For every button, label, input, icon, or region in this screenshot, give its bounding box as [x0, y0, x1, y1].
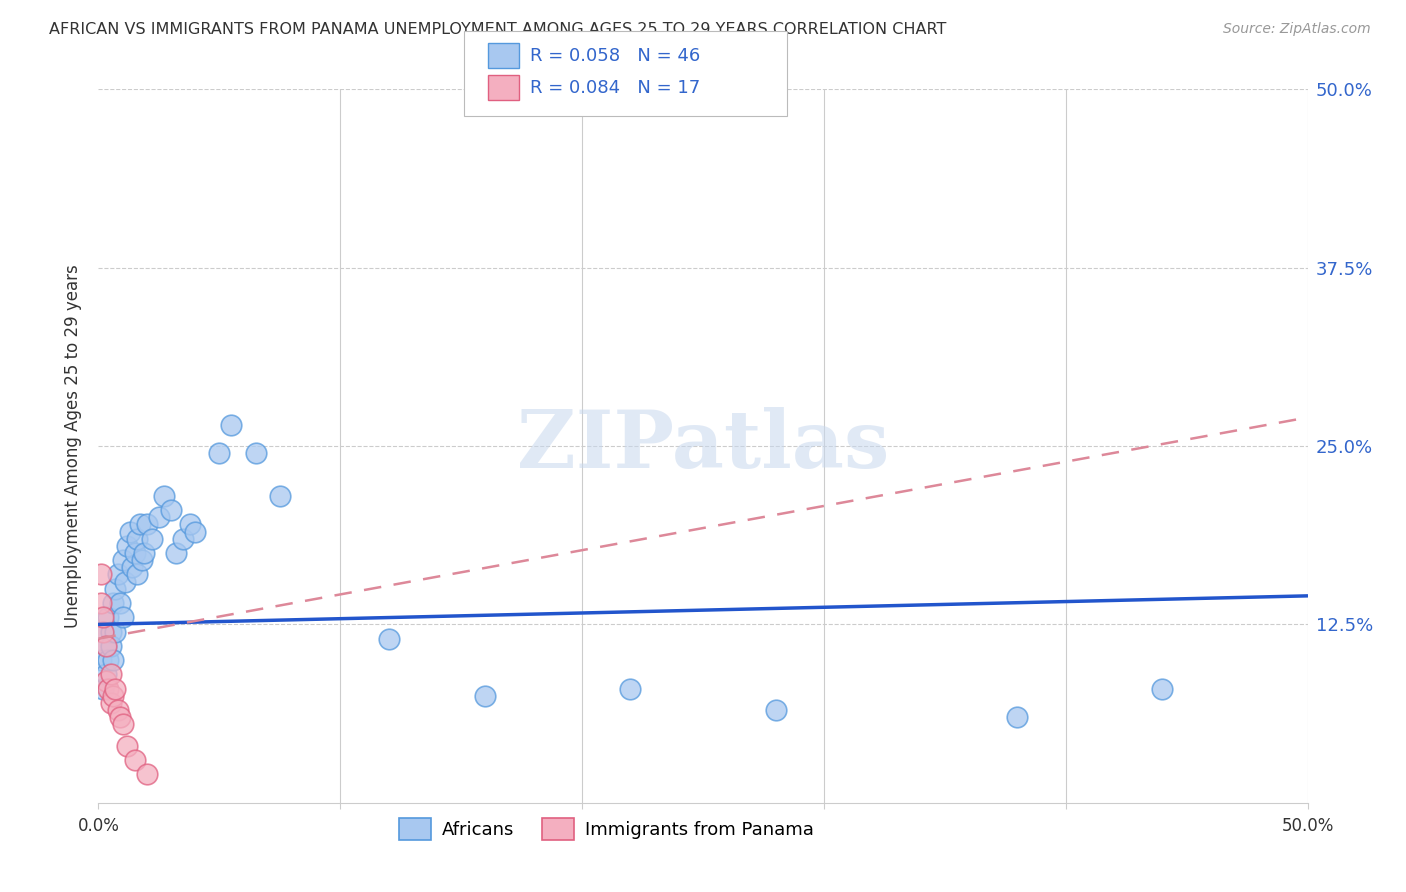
Point [97, 610, 120, 624]
Point [111, 553, 134, 567]
Point [97, 653, 120, 667]
Point [127, 567, 149, 582]
Point [118, 524, 141, 539]
Point [101, 596, 124, 610]
Text: ZIPatlas: ZIPatlas [517, 407, 889, 485]
Point [245, 446, 267, 460]
Point [104, 624, 127, 639]
Y-axis label: Unemployment Among Ages 25 to 29 years: Unemployment Among Ages 25 to 29 years [63, 264, 82, 628]
Point [117, 739, 139, 753]
Point [108, 710, 131, 724]
Point [94, 639, 117, 653]
Point [121, 560, 143, 574]
Text: AFRICAN VS IMMIGRANTS FROM PANAMA UNEMPLOYMENT AMONG AGES 25 TO 29 YEARS CORRELA: AFRICAN VS IMMIGRANTS FROM PANAMA UNEMPL… [49, 22, 946, 37]
Point [91, 624, 114, 639]
Point [184, 524, 207, 539]
Point [141, 532, 163, 546]
Point [135, 767, 157, 781]
Text: Source: ZipAtlas.com: Source: ZipAtlas.com [1223, 22, 1371, 37]
Point [128, 517, 150, 532]
Point [100, 639, 122, 653]
Point [1152, 681, 1174, 696]
Point [94, 674, 117, 689]
Point [104, 582, 127, 596]
Point [208, 446, 231, 460]
Point [90, 567, 112, 582]
Point [152, 489, 174, 503]
Point [91, 624, 114, 639]
Point [100, 667, 122, 681]
Point [165, 546, 187, 560]
Point [148, 510, 170, 524]
Point [100, 696, 122, 710]
Point [179, 517, 201, 532]
Point [107, 703, 129, 717]
Point [1007, 710, 1029, 724]
Point [100, 624, 122, 639]
Point [221, 417, 243, 432]
Point [111, 610, 134, 624]
Point [377, 632, 399, 646]
Text: R = 0.058   N = 46: R = 0.058 N = 46 [530, 46, 700, 65]
Point [172, 532, 194, 546]
Point [117, 539, 139, 553]
Point [101, 689, 124, 703]
Point [101, 653, 124, 667]
Point [94, 639, 117, 653]
Point [131, 553, 153, 567]
Point [619, 681, 641, 696]
Point [108, 596, 131, 610]
Point [107, 567, 129, 582]
Point [269, 489, 291, 503]
Point [91, 610, 114, 624]
Point [97, 681, 120, 696]
Point [94, 667, 117, 681]
Point [160, 503, 183, 517]
Point [765, 703, 787, 717]
Point [114, 574, 136, 589]
Legend: Africans, Immigrants from Panama: Africans, Immigrants from Panama [391, 811, 821, 847]
Point [90, 596, 112, 610]
Point [90, 653, 112, 667]
Point [91, 681, 114, 696]
Point [104, 681, 127, 696]
Point [474, 689, 496, 703]
Point [135, 517, 157, 532]
Text: R = 0.084   N = 17: R = 0.084 N = 17 [530, 78, 700, 96]
Point [124, 753, 146, 767]
Point [111, 717, 134, 731]
Point [124, 546, 146, 560]
Point [127, 532, 149, 546]
Point [134, 546, 156, 560]
